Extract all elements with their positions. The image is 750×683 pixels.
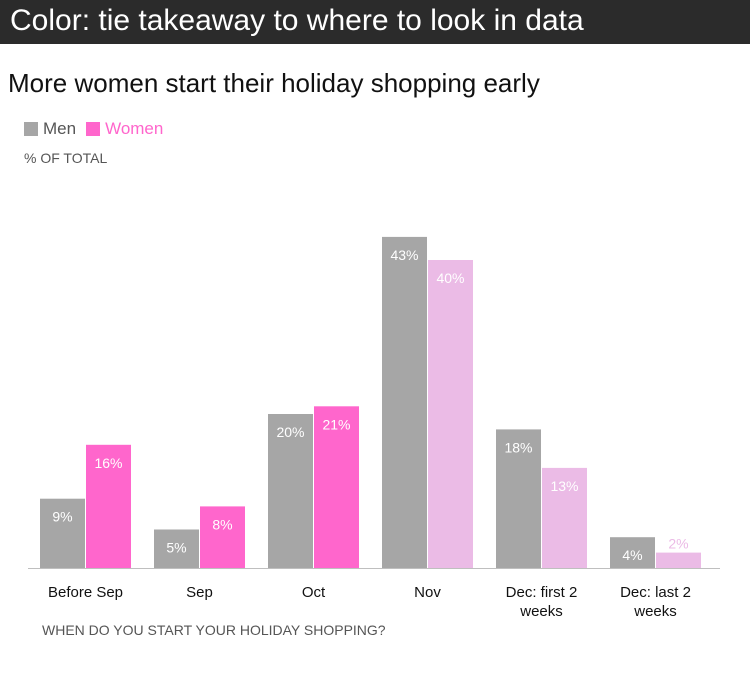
data-label-men-4: 18% [504, 439, 532, 455]
legend-label-women: Women [105, 119, 164, 138]
legend-item-women: Women [86, 119, 163, 139]
x-tick-label-3: Nov [414, 584, 441, 601]
bar-women-5 [656, 552, 701, 568]
y-axis-label: % OF TOTAL [24, 150, 108, 166]
headline-banner: Color: tie takeaway to where to look in … [0, 0, 750, 44]
bar-men-2 [268, 414, 313, 568]
data-label-women-1: 8% [212, 516, 232, 532]
bar-men-1 [154, 529, 199, 568]
data-label-women-3: 40% [436, 270, 464, 286]
data-label-women-0: 16% [94, 455, 122, 471]
x-tick-label-5: Dec: last 2 weeks [620, 584, 691, 620]
data-label-men-3: 43% [390, 247, 418, 263]
legend-swatch-men [24, 122, 38, 136]
x-tick-label-0: Before Sep [48, 584, 123, 601]
legend-label-men: Men [43, 119, 77, 138]
bar-women-4 [542, 467, 587, 568]
x-tick-label-4: Dec: first 2 weeks [506, 584, 578, 620]
data-label-women-5: 2% [668, 536, 688, 552]
bar-women-3 [428, 260, 473, 568]
x-tick-label-1: Sep [186, 584, 213, 601]
data-label-men-5: 4% [622, 547, 642, 563]
legend: Men Women [24, 119, 173, 139]
data-label-men-1: 5% [166, 540, 186, 556]
legend-item-men: Men [24, 119, 76, 139]
bar-women-2 [314, 406, 359, 568]
bar-women-0 [86, 444, 131, 568]
data-label-men-2: 20% [276, 424, 304, 440]
bar-men-0 [40, 498, 85, 568]
data-label-women-4: 13% [550, 478, 578, 494]
headline-text: Color: tie takeaway to where to look in … [10, 4, 584, 37]
data-label-women-2: 21% [322, 416, 350, 432]
x-tick-label-2: Oct [302, 584, 326, 601]
chart-title: More women start their holiday shopping … [8, 68, 540, 98]
data-label-men-0: 9% [52, 509, 72, 525]
legend-swatch-women [86, 122, 101, 136]
bar-men-5 [610, 537, 655, 568]
bar-men-3 [382, 236, 427, 568]
bar-women-1 [200, 506, 245, 568]
x-axis-title: WHEN DO YOU START YOUR HOLIDAY SHOPPING? [42, 622, 386, 638]
bar-men-4 [496, 429, 541, 568]
